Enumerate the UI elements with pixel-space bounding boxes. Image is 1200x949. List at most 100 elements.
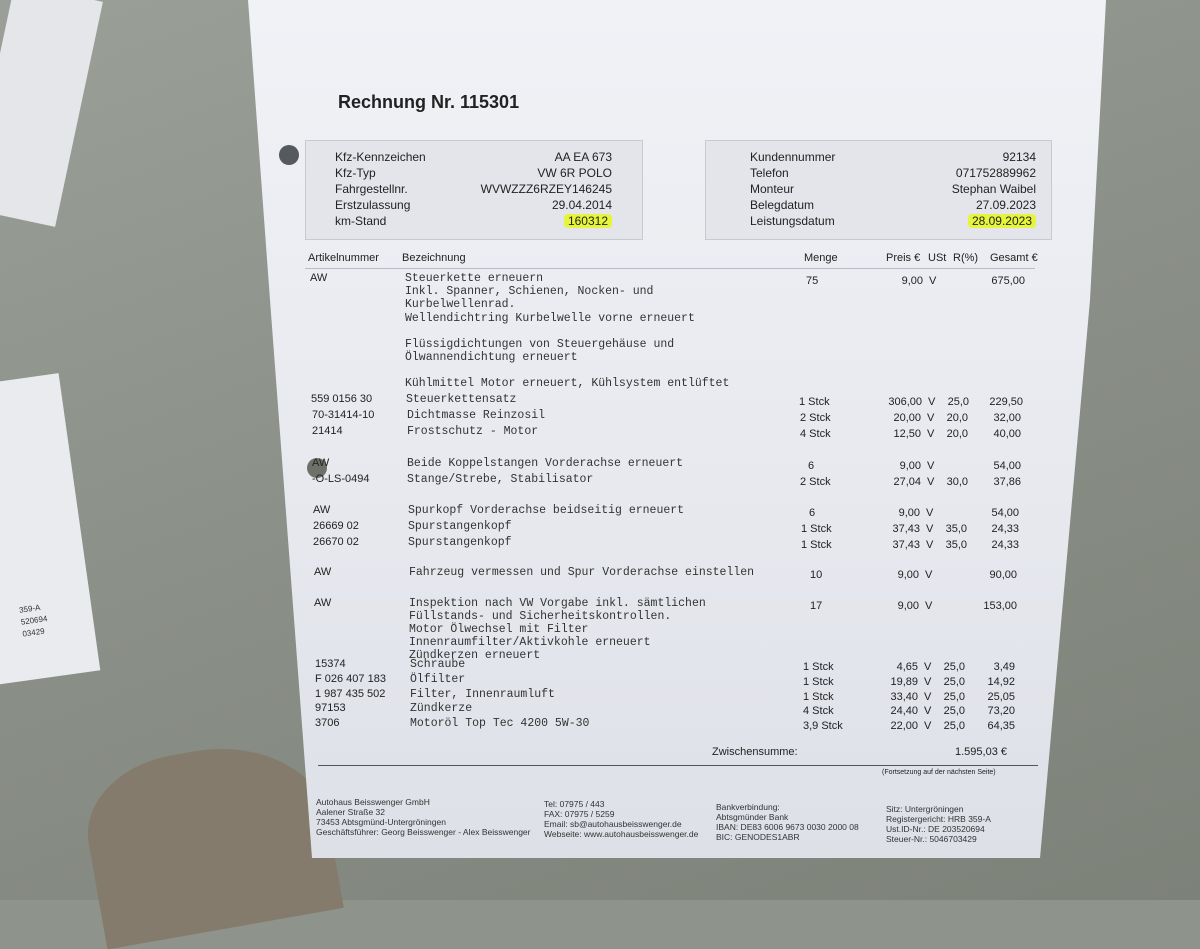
footer-line: IBAN: DE83 6006 9673 0030 2000 08 xyxy=(716,822,859,832)
item-description: Filter, Innenraumluft xyxy=(410,688,555,701)
fragment-text: 359-A xyxy=(18,602,41,615)
col-artikelnummer: Artikelnummer xyxy=(308,252,379,264)
item-quantity: 17 xyxy=(810,600,823,612)
item-price: 24,40 xyxy=(890,705,918,717)
vehicle-value: WVWZZZ6RZEY146245 xyxy=(480,182,612,196)
item-price: 9,00 xyxy=(901,275,923,287)
item-quantity: 6 xyxy=(809,507,816,519)
item-total: 25,05 xyxy=(987,691,1015,703)
item-description: Motor Ölwechsel mit Filter xyxy=(409,623,589,636)
item-description: Dichtmasse Reinzosil xyxy=(407,409,546,422)
item-article-number: 26670 02 xyxy=(313,536,359,548)
vehicle-label: Erstzulassung xyxy=(335,198,411,212)
item-quantity: 1 Stck xyxy=(801,539,832,551)
item-article-number: 559 0156 30 xyxy=(311,393,373,405)
item-total: 3,49 xyxy=(993,661,1015,673)
item-discount: 30,0 xyxy=(946,476,968,488)
item-total: 73,20 xyxy=(987,705,1015,717)
footer-line: Webseite: www.autohausbeisswenger.de xyxy=(544,829,699,839)
footer-contact: Tel: 07975 / 443 FAX: 07975 / 5259 Email: … xyxy=(544,799,698,839)
footer-bank: Bankverbindung: Abtsgmünder Bank IBAN: DE8… xyxy=(716,802,859,842)
footer-line: FAX: 07975 / 5259 xyxy=(544,809,615,819)
item-price: 12,50 xyxy=(893,428,921,440)
footer-line: Tel: 07975 / 443 xyxy=(544,799,605,809)
item-price: 19,89 xyxy=(890,676,918,688)
vehicle-value: 29.04.2014 xyxy=(551,198,612,212)
item-discount: 25,0 xyxy=(943,676,965,688)
item-quantity: 1 Stck xyxy=(803,661,834,673)
item-price: 9,00 xyxy=(897,569,919,581)
item-price: 37,43 xyxy=(892,539,920,551)
customer-label: Monteur xyxy=(750,182,795,196)
customer-label: Telefon xyxy=(750,166,789,180)
item-quantity: 6 xyxy=(808,460,815,472)
item-price: 9,00 xyxy=(897,600,919,612)
item-total: 90,00 xyxy=(989,569,1017,581)
item-discount: 35,0 xyxy=(945,523,967,535)
item-description: Spurstangenkopf xyxy=(408,536,512,549)
item-vat-code: V xyxy=(927,476,935,488)
item-price: 9,00 xyxy=(899,460,921,472)
item-description: Inkl. Spanner, Schienen, Nocken- und xyxy=(405,285,654,298)
item-total: 32,00 xyxy=(993,412,1021,424)
item-article-number: AW xyxy=(310,272,328,284)
item-description: Steuerkette erneuern xyxy=(405,272,544,285)
item-total: 14,92 xyxy=(987,676,1015,688)
item-description: Ölfilter xyxy=(410,673,466,686)
item-vat-code: V xyxy=(927,460,935,472)
item-price: 9,00 xyxy=(898,507,920,519)
item-price: 22,00 xyxy=(890,720,918,732)
item-description: Spurkopf Vorderachse beidseitig erneuert xyxy=(408,504,685,517)
item-article-number: AW xyxy=(313,504,331,516)
footer-line: BIC: GENODES1ABR xyxy=(716,832,800,842)
item-vat-code: V xyxy=(924,691,932,703)
item-description: Kühlmittel Motor erneuert, Kühlsystem en… xyxy=(405,377,730,390)
item-total: 675,00 xyxy=(991,275,1025,287)
col-ust: USt xyxy=(928,252,947,264)
item-discount: 25,0 xyxy=(943,705,965,717)
footer-line: Steuer-Nr.: 5046703429 xyxy=(886,834,977,844)
footer-line: Geschäftsführer: Georg Beisswenger - Ale… xyxy=(316,827,531,837)
col-bezeichnung: Bezeichnung xyxy=(402,252,466,264)
footer-line: Aalener Straße 32 xyxy=(316,807,385,817)
footer-line: Email: sb@autohausbeisswenger.de xyxy=(544,819,682,829)
item-vat-code: V xyxy=(925,600,933,612)
item-article-number: AW xyxy=(314,566,332,578)
item-description: Fahrzeug vermessen und Spur Vorderachse … xyxy=(409,566,755,579)
item-article-number: 26669 02 xyxy=(313,520,359,532)
item-article-number: AW xyxy=(314,597,332,609)
vehicle-value: AA EA 673 xyxy=(554,150,612,164)
item-description: Füllstands- und Sicherheitskontrollen. xyxy=(409,610,672,623)
item-discount: 25,0 xyxy=(947,396,969,408)
item-price: 306,00 xyxy=(888,396,922,408)
item-description: Kurbelwellenrad. xyxy=(405,298,516,311)
item-description: Beide Koppelstangen Vorderachse erneuert xyxy=(407,457,684,470)
item-vat-code: V xyxy=(924,720,932,732)
item-description: Zündkerzen erneuert xyxy=(409,649,541,662)
item-article-number: 1 987 435 502 xyxy=(315,688,386,700)
item-article-number: 15374 xyxy=(315,658,346,670)
subtotal-divider xyxy=(318,765,1038,766)
item-vat-code: V xyxy=(927,428,935,440)
customer-value: 27.09.2023 xyxy=(975,198,1036,212)
vehicle-value: VW 6R POLO xyxy=(537,166,612,180)
item-article-number: 3706 xyxy=(315,717,340,729)
item-description: Innenraumfilter/Aktivkohle erneuert xyxy=(409,636,651,649)
item-quantity: 1 Stck xyxy=(801,523,832,535)
customer-value: Stephan Waibel xyxy=(951,182,1036,196)
item-quantity: 1 Stck xyxy=(803,676,834,688)
footer-line: 73453 Abtsgmünd-Untergröningen xyxy=(316,817,446,827)
item-quantity: 10 xyxy=(810,569,823,581)
item-quantity: 3,9 Stck xyxy=(803,720,843,732)
item-discount: 25,0 xyxy=(943,691,965,703)
vehicle-label: km-Stand xyxy=(335,214,387,228)
item-quantity: 2 Stck xyxy=(800,412,831,424)
item-quantity: 4 Stck xyxy=(800,428,831,440)
item-vat-code: V xyxy=(924,661,932,673)
item-description: Spurstangenkopf xyxy=(408,520,512,533)
item-total: 229,50 xyxy=(989,396,1023,408)
item-discount: 25,0 xyxy=(943,661,965,673)
item-article-number: 97153 xyxy=(315,702,346,714)
item-description: Inspektion nach VW Vorgabe inkl. sämtlic… xyxy=(409,597,706,610)
item-vat-code: V xyxy=(925,569,933,581)
